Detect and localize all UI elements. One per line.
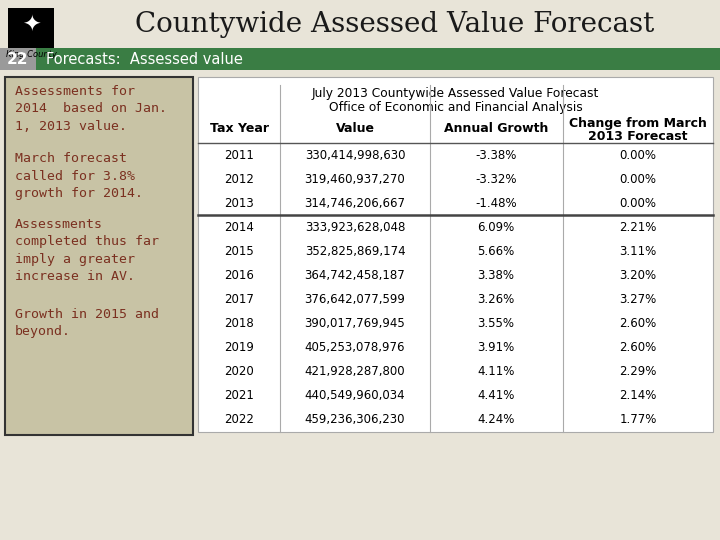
Text: -3.38%: -3.38% <box>475 148 517 161</box>
Text: 6.09%: 6.09% <box>477 221 515 234</box>
Text: -3.32%: -3.32% <box>475 173 517 186</box>
Text: 0.00%: 0.00% <box>619 173 657 186</box>
Text: 4.41%: 4.41% <box>477 389 515 402</box>
Text: King County: King County <box>6 50 56 59</box>
Text: 4.11%: 4.11% <box>477 365 515 379</box>
Bar <box>0 48 36 70</box>
Text: Annual Growth: Annual Growth <box>444 123 548 136</box>
Text: 2.29%: 2.29% <box>619 365 657 379</box>
Text: 2013 Forecast: 2013 Forecast <box>588 130 688 143</box>
Text: Assessments for
2014  based on Jan.
1, 2013 value.: Assessments for 2014 based on Jan. 1, 20… <box>15 85 167 133</box>
Text: 2021: 2021 <box>224 389 254 402</box>
Text: 2019: 2019 <box>224 341 254 354</box>
Text: 390,017,769,945: 390,017,769,945 <box>305 317 405 330</box>
Text: 3.91%: 3.91% <box>477 341 515 354</box>
Text: Countywide Assessed Value Forecast: Countywide Assessed Value Forecast <box>135 11 654 38</box>
Bar <box>8 8 54 48</box>
Text: 3.38%: 3.38% <box>477 269 515 282</box>
Text: 3.27%: 3.27% <box>619 293 657 306</box>
Text: 1.77%: 1.77% <box>619 414 657 427</box>
Text: 22: 22 <box>7 51 29 66</box>
Text: 2015: 2015 <box>224 245 254 258</box>
Text: 2011: 2011 <box>224 148 254 161</box>
Text: July 2013 Countywide Assessed Value Forecast: July 2013 Countywide Assessed Value Fore… <box>312 86 599 99</box>
Text: 459,236,306,230: 459,236,306,230 <box>305 414 405 427</box>
Text: 364,742,458,187: 364,742,458,187 <box>305 269 405 282</box>
Bar <box>0 48 720 70</box>
Text: -1.48%: -1.48% <box>475 197 517 210</box>
Text: 330,414,998,630: 330,414,998,630 <box>305 148 405 161</box>
Text: 352,825,869,174: 352,825,869,174 <box>305 245 405 258</box>
Text: 2.14%: 2.14% <box>619 389 657 402</box>
Text: 319,460,937,270: 319,460,937,270 <box>305 173 405 186</box>
Text: 376,642,077,599: 376,642,077,599 <box>305 293 405 306</box>
Text: Office of Economic and Financial Analysis: Office of Economic and Financial Analysi… <box>328 100 582 113</box>
Bar <box>5 77 193 435</box>
Text: Growth in 2015 and
beyond.: Growth in 2015 and beyond. <box>15 308 159 339</box>
Text: 2017: 2017 <box>224 293 254 306</box>
Text: 0.00%: 0.00% <box>619 197 657 210</box>
Text: 405,253,078,976: 405,253,078,976 <box>305 341 405 354</box>
Text: 3.26%: 3.26% <box>477 293 515 306</box>
Text: 0.00%: 0.00% <box>619 148 657 161</box>
Text: 2.21%: 2.21% <box>619 221 657 234</box>
Bar <box>198 77 713 432</box>
Text: 421,928,287,800: 421,928,287,800 <box>305 365 405 379</box>
Text: 2016: 2016 <box>224 269 254 282</box>
Text: 333,923,628,048: 333,923,628,048 <box>305 221 405 234</box>
Text: Forecasts:  Assessed value: Forecasts: Assessed value <box>46 51 243 66</box>
Text: 2.60%: 2.60% <box>619 341 657 354</box>
Text: 2014: 2014 <box>224 221 254 234</box>
Text: March forecast
called for 3.8%
growth for 2014.: March forecast called for 3.8% growth fo… <box>15 152 143 200</box>
Text: 4.24%: 4.24% <box>477 414 515 427</box>
Text: 2.60%: 2.60% <box>619 317 657 330</box>
Text: 5.66%: 5.66% <box>477 245 515 258</box>
Text: 2020: 2020 <box>224 365 254 379</box>
Text: 3.11%: 3.11% <box>619 245 657 258</box>
Text: 3.20%: 3.20% <box>619 269 657 282</box>
Text: Tax Year: Tax Year <box>210 123 269 136</box>
Text: ✦: ✦ <box>22 16 40 36</box>
Text: 440,549,960,034: 440,549,960,034 <box>305 389 405 402</box>
Text: 2022: 2022 <box>224 414 254 427</box>
Text: Value: Value <box>336 123 374 136</box>
Text: 314,746,206,667: 314,746,206,667 <box>305 197 405 210</box>
Text: 2018: 2018 <box>224 317 254 330</box>
Text: 2012: 2012 <box>224 173 254 186</box>
Text: 3.55%: 3.55% <box>477 317 515 330</box>
Text: 2013: 2013 <box>224 197 254 210</box>
Text: Change from March: Change from March <box>569 118 707 131</box>
Text: Assessments
completed thus far
imply a greater
increase in AV.: Assessments completed thus far imply a g… <box>15 218 159 284</box>
